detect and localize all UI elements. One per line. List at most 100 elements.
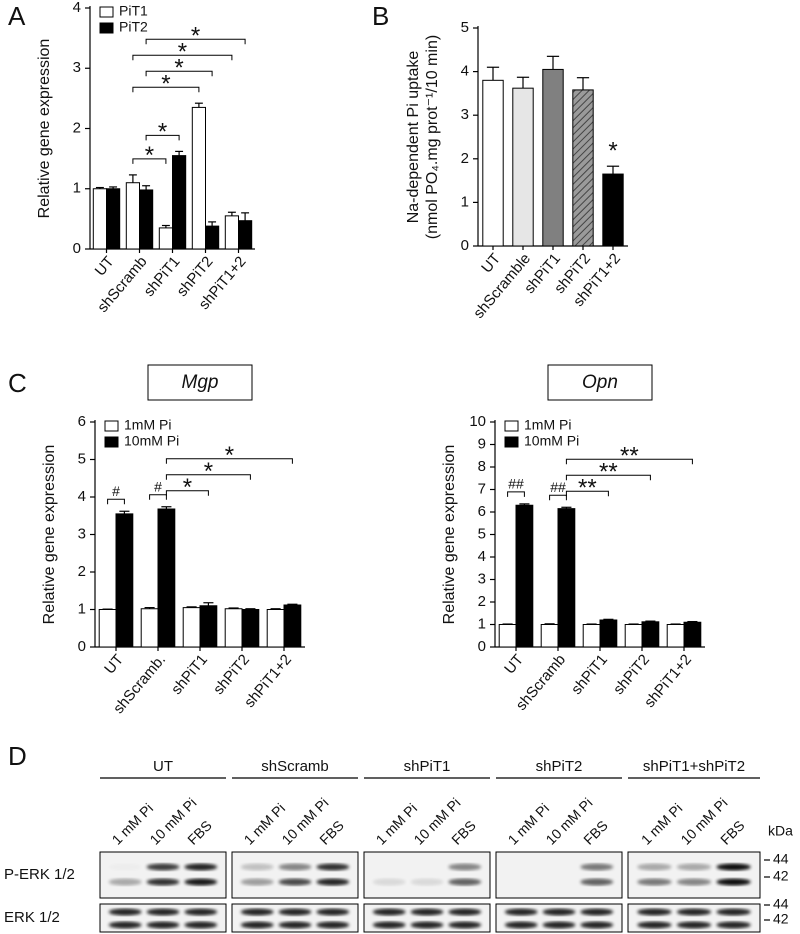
- blot-band: [146, 878, 180, 886]
- significance-mark: *: [158, 119, 167, 146]
- error-bar: [227, 211, 236, 216]
- significance-mark: *: [191, 23, 200, 50]
- chart-title: Opn: [582, 372, 618, 393]
- legend-label: PiT2: [119, 19, 148, 35]
- bracket-line: [165, 474, 251, 480]
- bar: [572, 89, 594, 247]
- legend-swatch: [99, 6, 114, 18]
- blot-frame: [231, 851, 359, 899]
- legend-label: PiT1: [119, 3, 148, 19]
- bar: [542, 68, 564, 247]
- bar: [157, 508, 176, 648]
- marker-label: 42: [773, 868, 789, 884]
- lane-label: FBS: [448, 817, 479, 848]
- title-box: [547, 364, 653, 401]
- blot-band: [637, 921, 672, 929]
- panel-letter: A: [8, 1, 26, 31]
- y-tick-label: 2: [461, 150, 469, 167]
- lane-label: 1 mM Pi: [373, 800, 421, 848]
- blot-band: [716, 878, 751, 886]
- blot-band: [716, 908, 751, 916]
- blot-frame: [363, 851, 491, 899]
- bar: [498, 624, 517, 648]
- blot-band: [580, 921, 614, 929]
- error-bar: [561, 506, 572, 509]
- significance-bracket: [132, 86, 200, 93]
- significance-bracket: [149, 494, 167, 500]
- bar: [557, 508, 576, 648]
- row-label: ERK 1/2: [4, 909, 60, 926]
- y-axis-label: (nmol PO₄.mg prot⁻¹/10 min): [424, 35, 441, 239]
- marker-label: 44: [773, 896, 789, 912]
- legend-label: 10mM Pi: [124, 433, 179, 449]
- blot-band: [372, 878, 406, 886]
- blot-band: [108, 908, 142, 916]
- error-bar: [544, 623, 555, 625]
- error-bar: [486, 66, 500, 81]
- error-bar: [228, 607, 239, 609]
- bracket-line: [145, 38, 246, 45]
- y-tick-label: 3: [478, 570, 486, 587]
- blot-band: [146, 863, 180, 871]
- bracket-line: [165, 458, 293, 464]
- lane-label: FBS: [580, 817, 611, 848]
- significance-bracket: [565, 458, 693, 465]
- bracket-line: [132, 158, 167, 164]
- bar: [182, 607, 201, 648]
- error-bar: [241, 212, 250, 221]
- bracket-line: [507, 491, 525, 497]
- bar: [266, 609, 285, 648]
- lane-label: FBS: [316, 817, 347, 848]
- bar: [482, 79, 504, 247]
- y-tick-label: 5: [78, 450, 86, 467]
- panel-letter: B: [372, 1, 389, 31]
- significance-bracket: [507, 491, 525, 497]
- bar: [199, 605, 218, 648]
- bracket-line: [565, 458, 693, 465]
- y-tick-label: 2: [478, 593, 486, 610]
- bar: [106, 188, 121, 250]
- y-tick-label: 10: [469, 413, 486, 430]
- blot-band: [676, 921, 712, 929]
- blot-band: [184, 863, 218, 871]
- legend-swatch: [104, 436, 119, 448]
- error-bar: [194, 102, 203, 108]
- blot-band: [410, 878, 444, 886]
- blot-band: [676, 908, 712, 916]
- bracket-line: [145, 70, 213, 77]
- error-bar: [519, 503, 530, 506]
- chart-title: Mgp: [182, 372, 219, 393]
- y-tick-label: 6: [478, 503, 486, 520]
- blot-band: [580, 908, 614, 916]
- legend-swatch: [504, 420, 519, 432]
- bar: [241, 609, 260, 648]
- significance-bracket: [145, 134, 180, 141]
- blot-band: [184, 908, 218, 916]
- bar: [139, 189, 154, 250]
- y-tick-label: 3: [461, 106, 469, 123]
- y-tick-label: 1: [78, 600, 86, 617]
- y-tick-label: 2: [78, 563, 86, 580]
- blot-band: [109, 864, 142, 871]
- significance-mark: #: [112, 483, 120, 499]
- bar: [283, 604, 302, 648]
- blot-band: [184, 878, 218, 886]
- legend-label: 1mM Pi: [124, 417, 171, 433]
- y-tick-label: 6: [78, 413, 86, 430]
- bracket-line: [165, 490, 209, 496]
- blot-band: [240, 878, 274, 886]
- error-bar: [576, 77, 590, 90]
- bar: [641, 621, 660, 648]
- blot-band: [410, 908, 444, 916]
- error-bar: [687, 620, 698, 623]
- significance-bracket: [165, 458, 293, 464]
- blot-band: [504, 921, 538, 929]
- blot-band: [448, 908, 482, 916]
- group-label: shPiT1+shPiT2: [643, 758, 745, 775]
- blot-band: [637, 908, 672, 916]
- title-box: [147, 364, 253, 401]
- significance-bracket: [549, 494, 567, 501]
- blot-band: [372, 921, 406, 929]
- bar: [540, 624, 559, 648]
